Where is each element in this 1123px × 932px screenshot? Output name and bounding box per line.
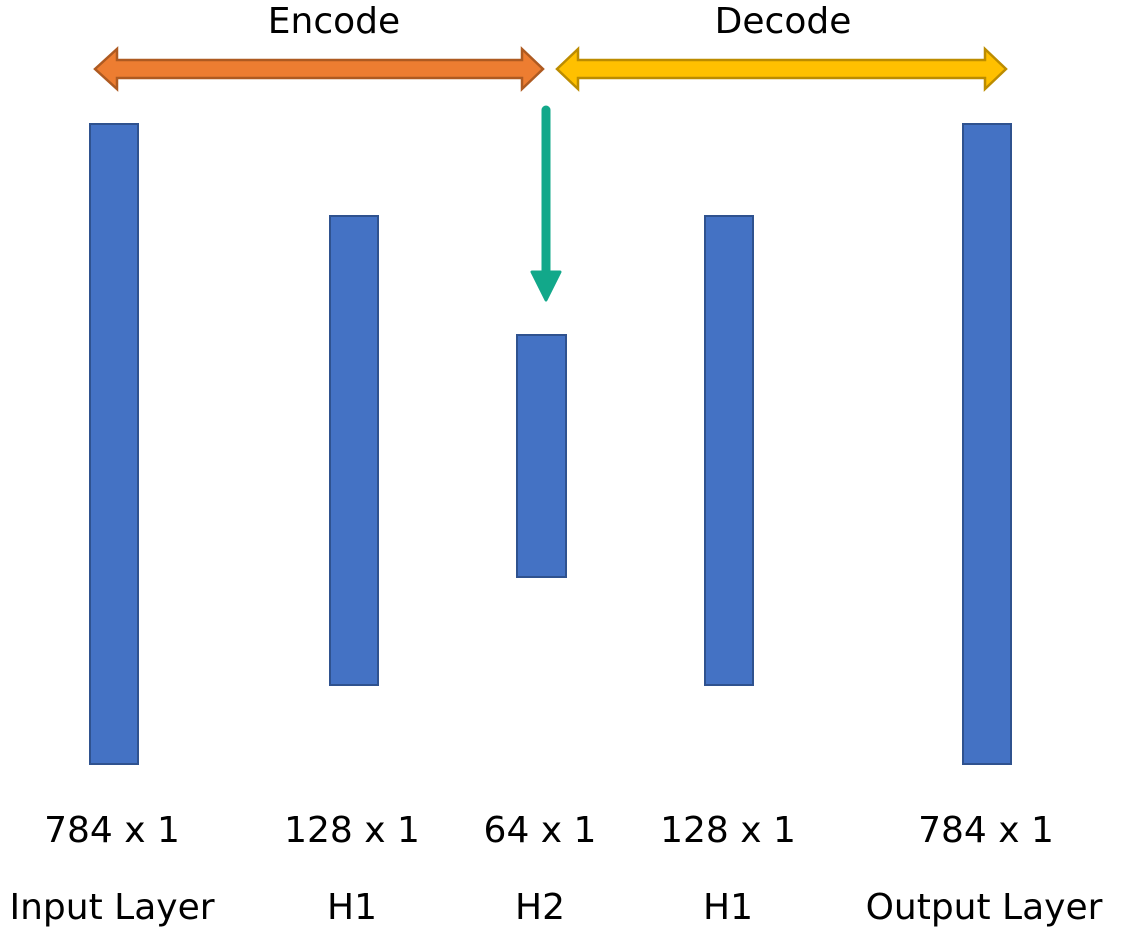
input-layer-size: 784 x 1	[44, 810, 180, 851]
h2-size: 64 x 1	[483, 810, 597, 851]
output-layer-size: 784 x 1	[918, 810, 1054, 851]
decode-label: Decode	[714, 1, 852, 42]
h1-decoder-bar	[704, 215, 754, 686]
input-layer-name: Input Layer	[9, 887, 215, 928]
h1-encoder-name: H1	[327, 887, 377, 928]
h2-bottleneck-bar	[516, 334, 567, 578]
input-layer-bar	[89, 123, 139, 765]
output-layer-name: Output Layer	[865, 887, 1103, 928]
h1-encoder-bar	[329, 215, 379, 686]
h2-name: H2	[515, 887, 565, 928]
encode-arrow	[93, 46, 545, 92]
h1-encoder-size: 128 x 1	[284, 810, 420, 851]
decode-arrow	[555, 46, 1008, 92]
output-layer-bar	[962, 123, 1012, 765]
h1-decoder-name: H1	[703, 887, 753, 928]
h1-decoder-size: 128 x 1	[660, 810, 796, 851]
encode-label: Encode	[267, 1, 401, 42]
bottleneck-arrow-head	[530, 270, 562, 302]
